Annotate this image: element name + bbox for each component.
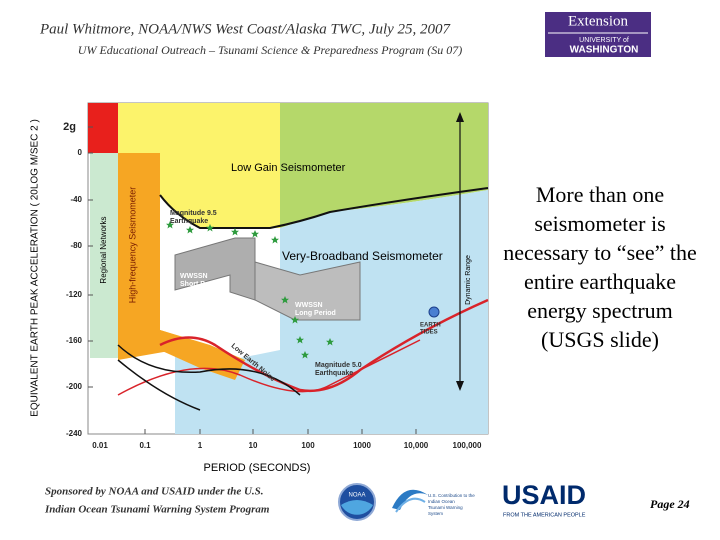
wwssn-long: WWSSN [295,302,323,309]
sponsor-line: Sponsored by NOAA and USAID under the U.… [45,486,264,498]
x-tick: 0.1 [139,441,151,450]
vbb-label: Very-Broadband Seismometer [282,249,443,263]
iotws-text: System [428,511,443,516]
mag50-label: Earthquake [315,370,353,377]
page-number: Page 24 [650,497,690,511]
x-tick: 10 [249,441,258,450]
iotws-text: U.S. Contribution to the [428,493,475,498]
wwssn-short: WWSSN [180,273,208,280]
figure: EQUIVALENT EARTH PEAK ACCELERATION ( 20L… [30,95,490,474]
sponsor-line: Indian Ocean Tsunami Warning System Prog… [44,504,270,516]
earth-tides: EARTH [420,323,441,329]
earth-tides: TIDES [420,330,438,336]
logo-univ: UNIVERSITY of [579,37,629,44]
noaa-logo: NOAA [338,483,376,521]
y-tick: -200 [66,382,83,391]
noaa-text: NOAA [348,493,365,499]
usaid-logo: USAID FROM THE AMERICAN PEOPLE [502,480,586,518]
side-text: More than one seismometer is necessary t… [503,182,697,352]
logo-top: Extension [568,13,628,29]
regional-label: Regional Networks [99,216,108,283]
iotws-text: Indian Ocean [428,499,455,504]
iotws-logo: U.S. Contribution to the Indian Ocean Ts… [392,489,475,516]
header-subtitle: UW Educational Outreach – Tsunami Scienc… [78,43,462,57]
x-tick: 1 [198,441,203,450]
y-tick: -80 [70,241,82,250]
y-tick: -160 [66,336,83,345]
mag95-label: Magnitude 9.5 [170,210,217,217]
y-tick: 2g [63,121,76,133]
usaid-sub: FROM THE AMERICAN PEOPLE [503,512,586,518]
x-axis-label: PERIOD (SECONDS) [204,462,311,474]
header-title: Paul Whitmore, NOAA/NWS West Coast/Alask… [39,21,452,37]
mag50-label: Magnitude 5.0 [315,362,362,369]
uw-logo: Extension UNIVERSITY of WASHINGTON [545,12,651,57]
dynamic-range-label: Dynamic Range [465,255,472,305]
y-axis-label: EQUIVALENT EARTH PEAK ACCELERATION ( 20L… [30,119,41,417]
y-tick: -40 [70,195,82,204]
x-tick: 100 [301,441,315,450]
wwssn-long: Long Period [295,310,336,317]
x-tick: 10,000 [404,441,429,450]
hf-label: High-frequency Seismometer [127,187,137,304]
x-tick: 0.01 [92,441,108,450]
y-tick: -240 [66,429,83,438]
mag95-label: Earthquake [170,218,208,225]
x-tick: 1000 [353,441,371,450]
y-tick: -120 [66,290,83,299]
usaid-text: USAID [502,480,586,510]
wwssn-short: Short Period [180,281,222,288]
y-tick: 0 [78,148,83,157]
logo-wash: WASHINGTON [570,45,639,56]
x-tick: 100,000 [453,441,482,450]
low-gain-label: Low Gain Seismometer [231,162,346,174]
iotws-text: Tsunami Warning [428,505,463,510]
